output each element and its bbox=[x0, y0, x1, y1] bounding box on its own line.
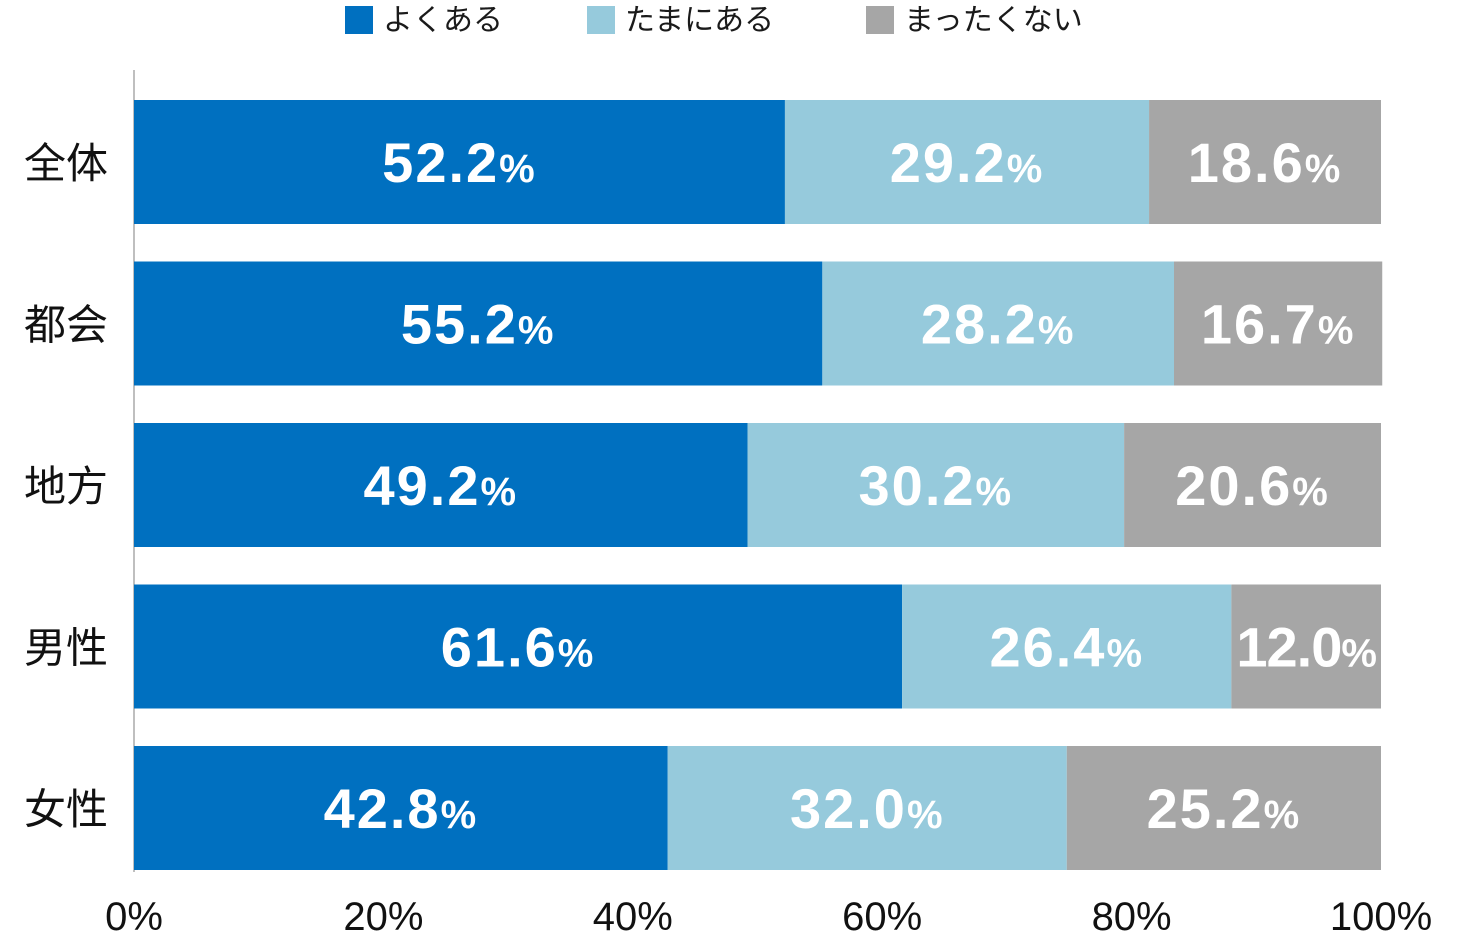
x-tick-label: 20% bbox=[343, 895, 423, 939]
category-label: 女性 bbox=[24, 785, 108, 834]
bar-segment bbox=[134, 261, 823, 386]
data-label: 12.0% bbox=[1236, 616, 1376, 679]
category-label: 都会 bbox=[24, 301, 108, 350]
bar-segment bbox=[1066, 746, 1381, 870]
bar-segment bbox=[747, 423, 1125, 547]
x-tick-label: 0% bbox=[105, 895, 163, 939]
x-tick-label: 100% bbox=[1330, 895, 1432, 939]
data-label: 26.4% bbox=[989, 616, 1144, 679]
data-label: 42.8% bbox=[324, 777, 479, 840]
x-tick-label: 60% bbox=[842, 895, 922, 939]
legend-swatch bbox=[587, 6, 615, 34]
bar-segment bbox=[134, 584, 903, 709]
x-tick-labels: 0% 20% 40% 60% 80% 100% bbox=[105, 895, 1432, 939]
data-label: 61.6% bbox=[441, 616, 596, 679]
data-label: 52.2% bbox=[382, 131, 537, 194]
bar-segment bbox=[784, 100, 1150, 224]
data-label: 20.6% bbox=[1175, 454, 1330, 517]
legend-swatch bbox=[866, 6, 894, 34]
bars: 52.2% 29.2% 18.6% 55.2% 28.2% 16.7% 49.2% 30.2%… bbox=[134, 100, 1383, 870]
legend-swatch bbox=[345, 6, 373, 34]
bar-segment bbox=[822, 261, 1174, 386]
x-tick-label: 40% bbox=[593, 895, 673, 939]
data-label: 55.2% bbox=[401, 293, 556, 356]
category-label: 地方 bbox=[24, 462, 108, 511]
bar-segment bbox=[134, 100, 785, 224]
bar-segment bbox=[902, 584, 1232, 709]
data-label: 49.2% bbox=[363, 454, 518, 517]
data-label: 18.6% bbox=[1188, 131, 1343, 194]
bar-segment bbox=[667, 746, 1067, 870]
bar-segment bbox=[134, 423, 748, 547]
x-tick-label: 80% bbox=[1092, 895, 1172, 939]
bar-segment bbox=[134, 746, 668, 870]
category-label: 男性 bbox=[24, 624, 108, 673]
legend-label: まったくない bbox=[904, 3, 1083, 38]
bar-segment bbox=[1149, 100, 1381, 224]
legend-label: たまにある bbox=[625, 3, 774, 38]
legend-label: よくある bbox=[383, 3, 503, 38]
data-label: 25.2% bbox=[1147, 777, 1302, 840]
data-label: 29.2% bbox=[890, 131, 1045, 194]
data-label: 16.7% bbox=[1201, 293, 1356, 356]
data-label: 32.0% bbox=[790, 777, 945, 840]
data-label: 30.2% bbox=[859, 454, 1014, 517]
bar-segment bbox=[1124, 423, 1381, 547]
bar-segment bbox=[1231, 584, 1381, 709]
category-label: 全体 bbox=[24, 139, 108, 188]
bar-segment bbox=[1173, 261, 1383, 386]
legend: よくある たまにある まったくない bbox=[345, 3, 1083, 38]
data-label: 28.2% bbox=[921, 293, 1076, 356]
